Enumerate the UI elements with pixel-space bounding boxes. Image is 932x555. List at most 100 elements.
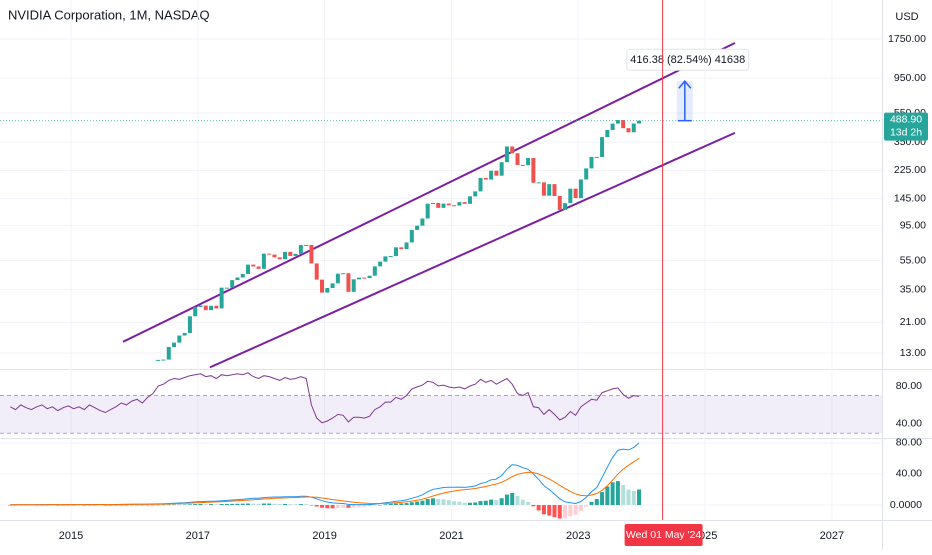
x-tick-label: 2021 (439, 530, 463, 542)
candle (483, 177, 488, 180)
macd-histogram-bar (203, 504, 208, 506)
macd-histogram-bar (430, 498, 435, 506)
macd-histogram-bar (103, 505, 108, 506)
macd-histogram-bar (462, 502, 467, 506)
candle (304, 244, 309, 246)
candle (367, 275, 372, 279)
macd-histogram-bar (441, 499, 446, 506)
y-tick-label: 145.00 (894, 192, 926, 204)
candle (203, 305, 208, 311)
macd-histogram-bar (351, 505, 356, 508)
y-tick-label: 80.00 (896, 437, 922, 449)
macd-histogram-bar (637, 489, 642, 506)
candle (489, 170, 494, 180)
macd-histogram-bar (531, 505, 536, 507)
macd-histogram-bar (631, 490, 636, 506)
macd-histogram-bar (166, 504, 171, 506)
macd-histogram-bar (293, 504, 298, 506)
macd-histogram-bar (129, 504, 134, 506)
macd-histogram-bar (494, 500, 499, 506)
macd-histogram-bar (573, 505, 578, 515)
candle (473, 191, 478, 197)
candle (235, 277, 240, 281)
x-tick-label: 2019 (312, 530, 336, 542)
macd-histogram-bar (8, 505, 13, 506)
y-tick-label: 80.00 (896, 380, 922, 392)
candle (499, 162, 504, 176)
candle (510, 146, 515, 154)
candle (193, 306, 198, 317)
macd-histogram-bar (388, 504, 393, 506)
macd-histogram-bar (161, 504, 166, 506)
macd-histogram-bar (356, 505, 361, 507)
macd-histogram-bar (610, 482, 615, 506)
candle (330, 283, 335, 288)
candle (251, 264, 256, 267)
candle (272, 254, 277, 258)
candle (467, 196, 472, 204)
y-tick-label: 55.00 (900, 254, 926, 266)
candle (293, 253, 298, 256)
macd-histogram-bar (526, 501, 531, 506)
macd-histogram-bar (277, 503, 282, 506)
candle (541, 182, 546, 196)
candle (584, 168, 589, 180)
candle (177, 335, 182, 343)
candle (388, 256, 393, 258)
y-tick-label: 13.00 (900, 347, 926, 359)
y-tick-label: 35.00 (900, 283, 926, 295)
macd-histogram-bar (568, 505, 573, 517)
candle (341, 273, 346, 275)
candle (420, 218, 425, 226)
candle (219, 287, 224, 309)
candle (415, 225, 420, 230)
macd-histogram-bar (214, 504, 219, 506)
candle (187, 316, 192, 333)
candle (568, 188, 573, 204)
macd-histogram-bar (626, 489, 631, 506)
candle (563, 203, 568, 210)
macd-histogram-bar (193, 504, 198, 506)
macd-histogram-bar (320, 505, 325, 508)
macd-histogram-bar (140, 504, 145, 506)
last-price-tag (884, 112, 928, 141)
x-tick-label: 2023 (566, 530, 590, 542)
candle (224, 287, 229, 289)
macd-histogram-bar (314, 505, 319, 507)
candle (430, 202, 435, 204)
candle (261, 253, 266, 269)
macd-histogram-bar (261, 503, 266, 506)
macd-histogram-bar (436, 498, 441, 506)
macd-histogram-bar (473, 502, 478, 506)
macd-histogram-bar (467, 502, 472, 506)
y-tick-label: 950.00 (894, 72, 926, 84)
macd-histogram-bar (409, 502, 414, 506)
x-tick-label: 2015 (59, 530, 83, 542)
currency-label[interactable]: USD (895, 11, 918, 23)
macd-histogram-bar (34, 505, 39, 506)
macd-histogram-bar (457, 501, 462, 506)
candle (277, 257, 282, 260)
candle (436, 202, 441, 208)
macd-histogram-bar (341, 505, 346, 508)
candle (256, 266, 261, 269)
candle (298, 245, 303, 254)
y-tick-label: 21.00 (900, 316, 926, 328)
candle (156, 359, 161, 361)
macd-histogram-bar (298, 504, 303, 506)
macd-histogram-bar (145, 504, 150, 506)
macd-histogram-bar (478, 501, 483, 506)
macd-histogram-bar (66, 504, 71, 506)
macd-histogram-bar (520, 499, 525, 506)
measure-arrowhead (678, 80, 692, 89)
macd-histogram-bar (325, 505, 330, 509)
measure-label-box (626, 48, 750, 71)
macd-histogram-bar (578, 505, 583, 512)
macd-histogram-bar (256, 503, 261, 506)
candle (246, 264, 251, 274)
macd-histogram-bar (219, 504, 224, 506)
macd-histogram-bar (135, 504, 140, 506)
candle (615, 120, 620, 124)
candle (536, 182, 541, 184)
